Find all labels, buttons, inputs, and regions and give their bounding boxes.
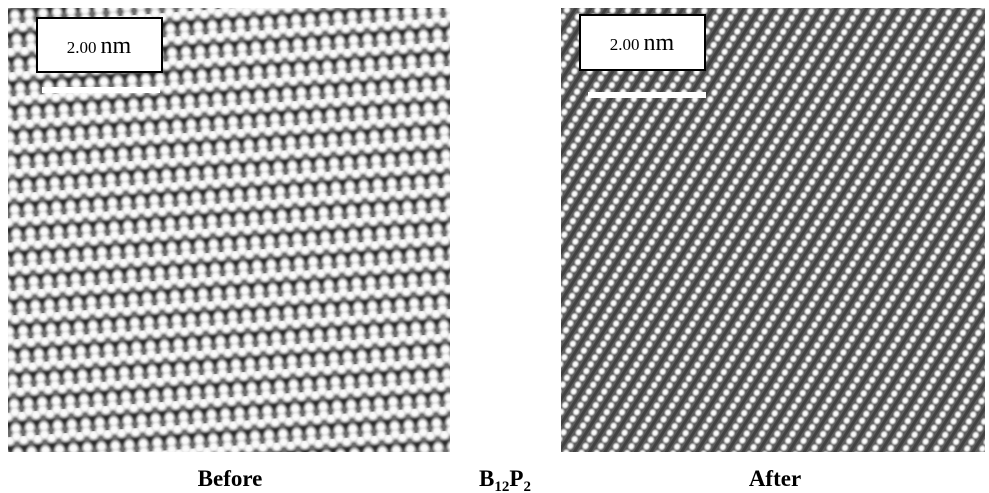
element: B	[479, 466, 494, 491]
element: P	[509, 466, 523, 491]
scale-label: 2.00 nm	[610, 30, 675, 56]
formula: B12P2	[479, 466, 531, 493]
scale-box	[36, 17, 163, 73]
caption: After	[749, 466, 801, 491]
scale-bar	[588, 92, 706, 98]
scale-bar	[42, 87, 160, 93]
scale-unit: nm	[101, 33, 132, 59]
scale-value: 2.00	[610, 35, 640, 54]
micrograph-after	[561, 8, 985, 452]
subscript: 12	[494, 479, 509, 493]
scale-label: 2.00 nm	[67, 33, 132, 59]
scale-unit: nm	[644, 30, 675, 56]
micrograph-before	[8, 8, 450, 452]
scale-box	[579, 14, 706, 71]
scale-value: 2.00	[67, 38, 97, 57]
caption: Before	[198, 466, 263, 491]
subscript: 2	[523, 479, 531, 493]
